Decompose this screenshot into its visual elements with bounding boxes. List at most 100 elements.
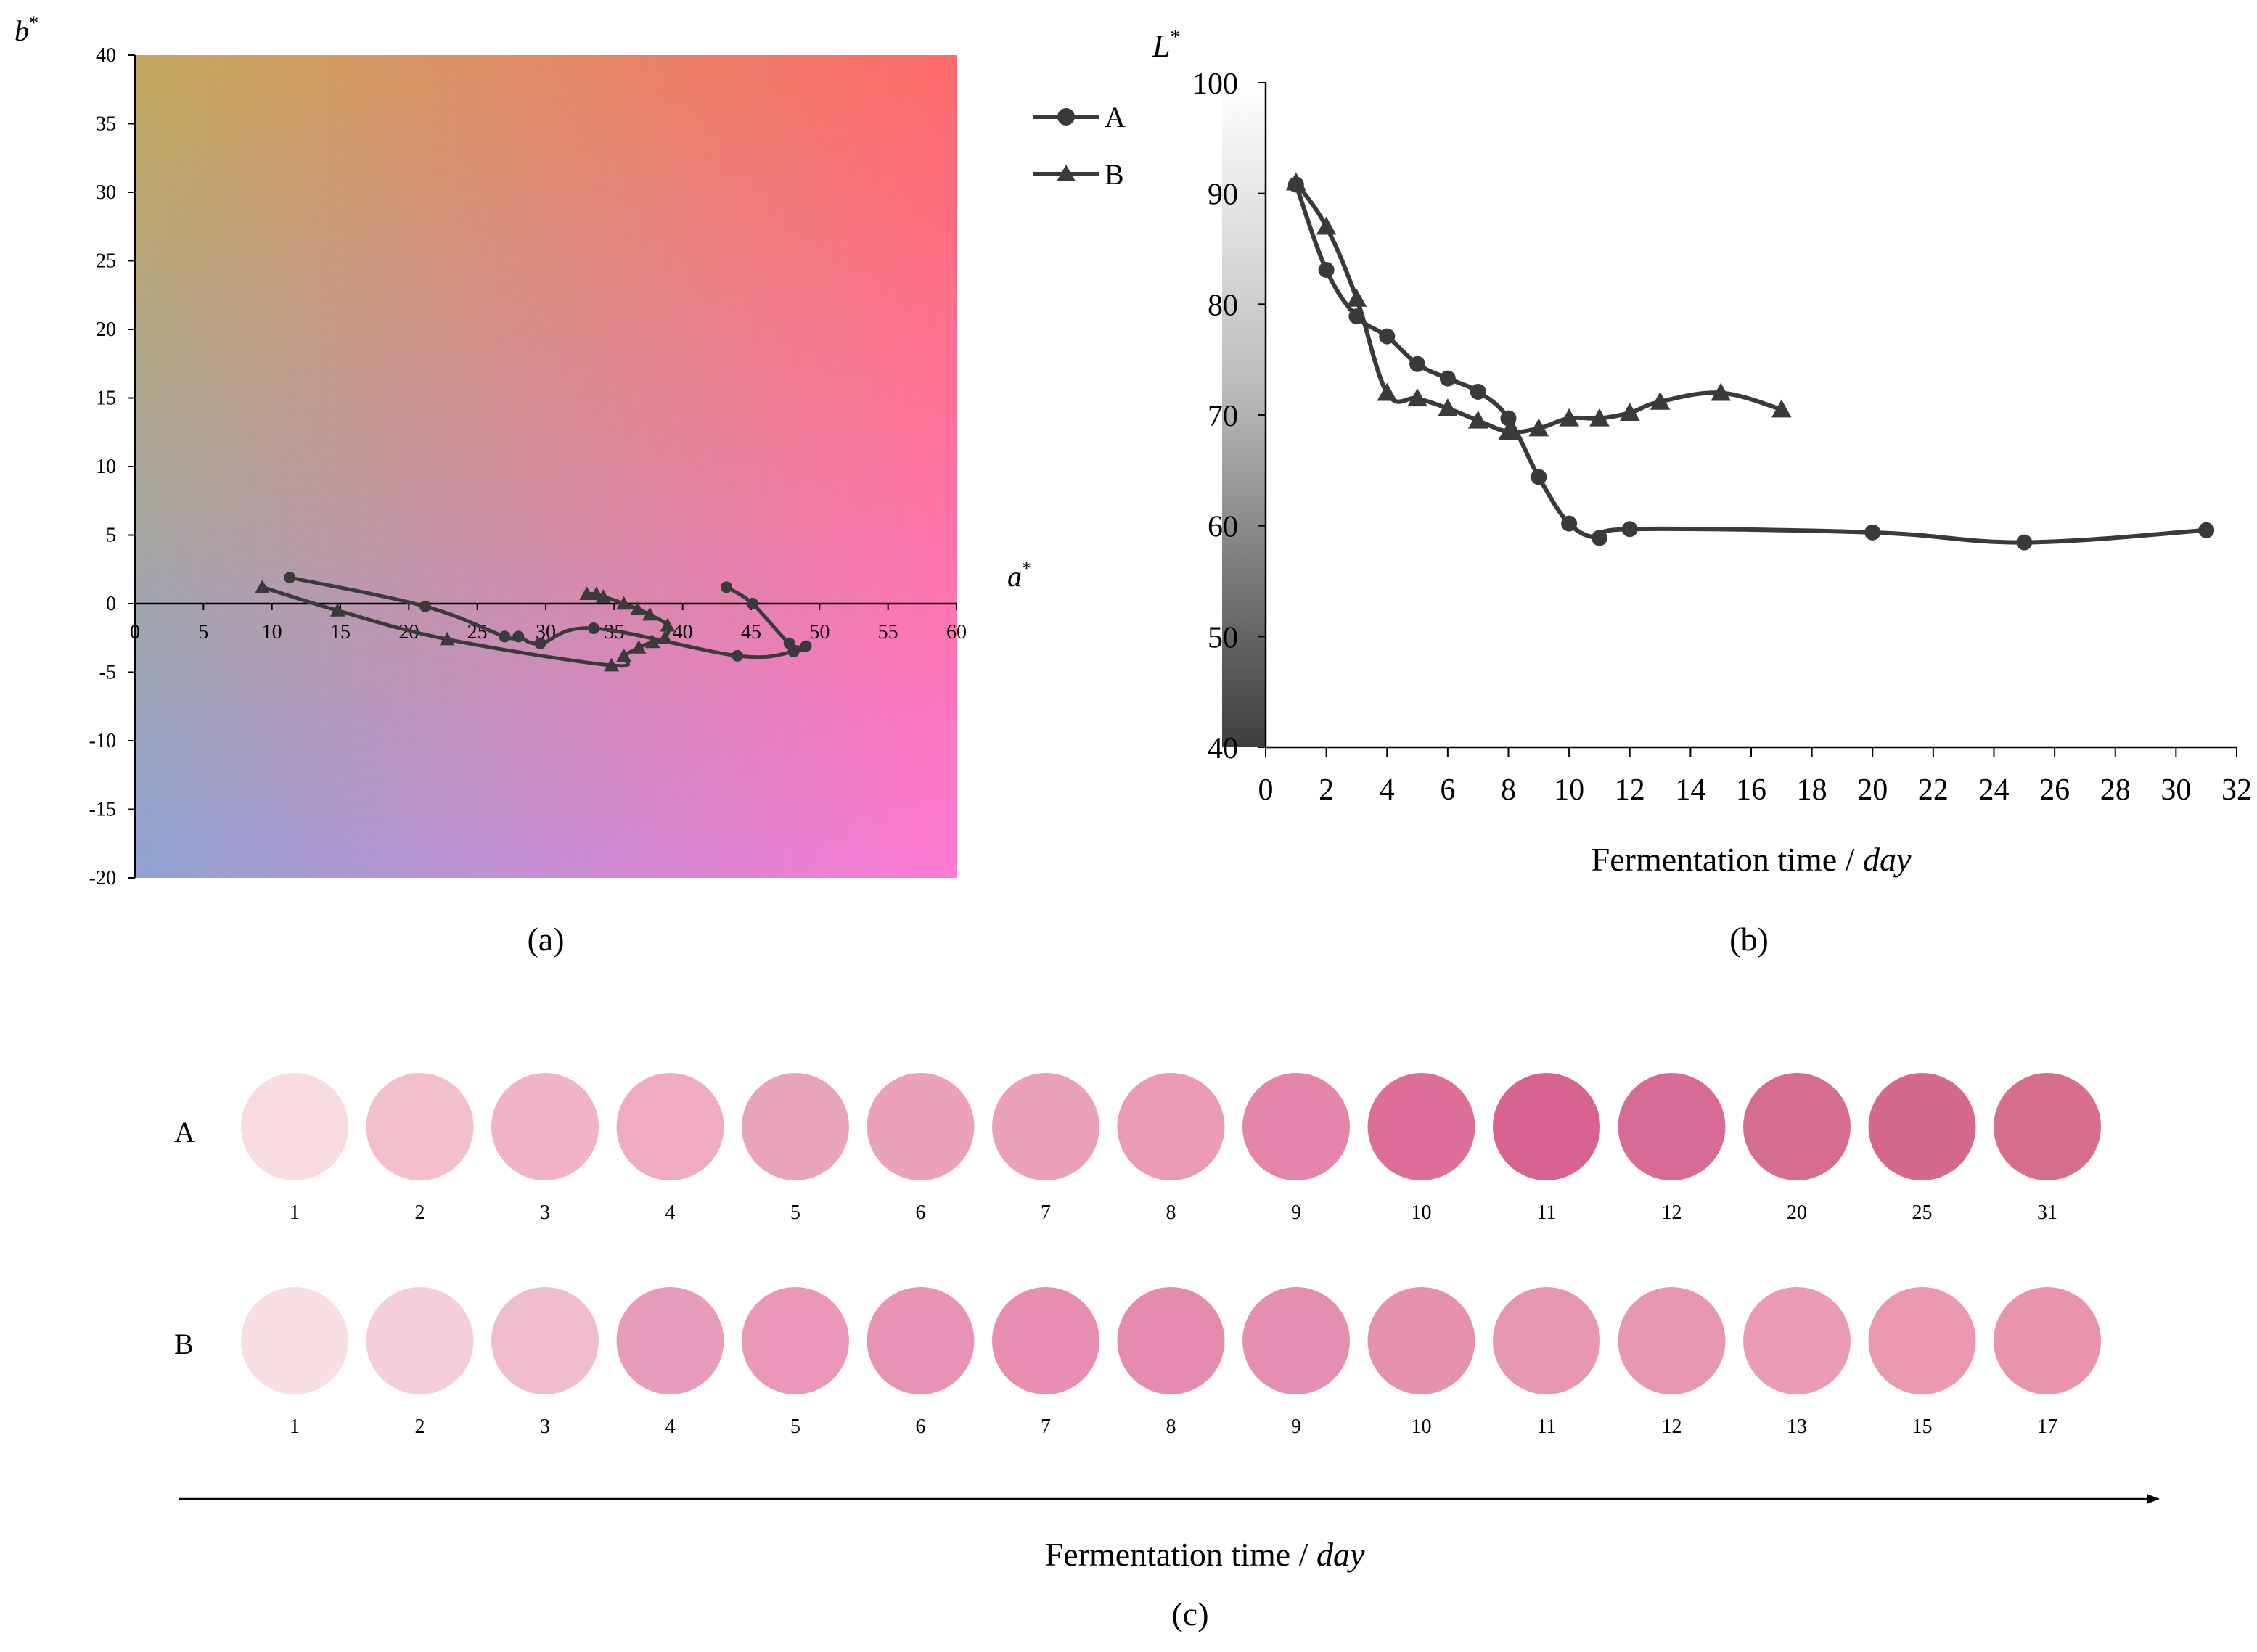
panel-b-series-line-b bbox=[1294, 181, 1782, 435]
swatch-day-label: 4 bbox=[665, 1201, 676, 1224]
swatch-day-label: 10 bbox=[1412, 1415, 1432, 1438]
swatch-b-day-1 bbox=[241, 1287, 348, 1394]
panel-b-point-a bbox=[1621, 521, 1638, 538]
panel-a-point-a bbox=[800, 640, 812, 652]
panel-b-point-b bbox=[1559, 408, 1579, 427]
swatch-b-day-7 bbox=[992, 1287, 1099, 1394]
panel-b-y-tick-label: 60 bbox=[1208, 511, 1238, 544]
swatch-day-label: 1 bbox=[290, 1201, 300, 1224]
panel-b-x-tick-label: 12 bbox=[1615, 773, 1645, 807]
panel-a-point-b bbox=[604, 657, 619, 672]
swatch-a-day-3 bbox=[491, 1073, 599, 1180]
panel-b-point-a bbox=[1439, 370, 1456, 387]
swatch-a-day-8 bbox=[1117, 1073, 1225, 1180]
swatch-a-day-9 bbox=[1242, 1073, 1350, 1180]
swatch-day-label: 8 bbox=[1166, 1201, 1176, 1224]
panel-a-y-tick-label: 35 bbox=[96, 113, 116, 136]
panel-a-y-ticks: -20 -15 -10 -5 0 5 10 15 20 25 30 35 40 bbox=[89, 44, 135, 889]
panel-a-y-tick-label: 5 bbox=[106, 525, 116, 547]
panel-b-point-b bbox=[1589, 408, 1610, 427]
panel-b-x-tick-label: 32 bbox=[2221, 773, 2252, 807]
swatch-day-label: 9 bbox=[1291, 1415, 1301, 1438]
panel-b-y-tick-label: 80 bbox=[1208, 289, 1238, 322]
swatch-day-label: 9 bbox=[1291, 1201, 1301, 1224]
panel-b-x-tick-label: 2 bbox=[1319, 773, 1334, 807]
panel-b-x-ticks: 0 2 4 6 8 10 12 14 16 18 20 22 24 26 28 30 32 bbox=[1258, 747, 2252, 807]
panel-b-x-axis-label: Fermentation time / day bbox=[1592, 841, 1912, 878]
panel-b-point-b bbox=[1407, 388, 1427, 407]
panel-a-point-b bbox=[616, 648, 631, 662]
swatch-day-label: 13 bbox=[1787, 1415, 1807, 1438]
panel-b-point-b bbox=[1619, 403, 1640, 421]
panel-a-point-b bbox=[329, 603, 345, 617]
panel-b-x-tick-label: 18 bbox=[1797, 773, 1827, 807]
panel-a-point-b bbox=[589, 586, 605, 601]
swatch-b-day-13 bbox=[1743, 1287, 1851, 1394]
time-arrow-head bbox=[2147, 1494, 2160, 1504]
swatch-day-label: 25 bbox=[1912, 1201, 1933, 1224]
panel-b-x-tick-label: 28 bbox=[2100, 773, 2131, 807]
panel-a-y-tick-label: -20 bbox=[89, 867, 116, 889]
legend-marker-a bbox=[1057, 108, 1075, 126]
panel-b-series bbox=[1286, 172, 2215, 551]
panel-b-point-a bbox=[1409, 356, 1426, 372]
panel-a-y-axis-label: b* bbox=[15, 12, 38, 47]
swatch-b-day-3 bbox=[491, 1287, 599, 1394]
panel-a-point-b bbox=[255, 579, 270, 593]
swatch-b-day-17 bbox=[1994, 1287, 2101, 1394]
legend-marker-b bbox=[1057, 165, 1076, 181]
panel-b-x-tick-label: 4 bbox=[1380, 773, 1395, 807]
panel-b-point-a bbox=[1531, 469, 1547, 485]
swatch-day-label: 3 bbox=[540, 1201, 550, 1224]
panel-a-point-a bbox=[419, 600, 431, 612]
panel-a-point-b bbox=[631, 640, 647, 654]
swatch-b-day-6 bbox=[867, 1287, 975, 1394]
swatch-day-label: 31 bbox=[2037, 1201, 2057, 1224]
panel-b-y-tick-label: 100 bbox=[1192, 67, 1238, 101]
panel-b-y-axis-label: L* bbox=[1152, 26, 1180, 64]
panel-a-y-tick-label: 20 bbox=[96, 319, 116, 341]
panel-b-point-a bbox=[1864, 524, 1881, 541]
panel-b-point-a bbox=[2198, 522, 2215, 538]
panel-a-point-b bbox=[579, 586, 594, 601]
panel-b-point-b bbox=[1528, 418, 1549, 437]
swatch-day-label: 1 bbox=[290, 1415, 300, 1438]
swatch-day-label: 4 bbox=[665, 1415, 676, 1438]
swatch-a-day-1 bbox=[241, 1073, 348, 1180]
panel-b-point-b bbox=[1711, 382, 1731, 401]
panel-a-y-tick-label: 0 bbox=[106, 593, 116, 615]
panel-a-point-b bbox=[642, 607, 658, 621]
swatch-b-day-15 bbox=[1868, 1287, 1976, 1394]
panel-a-caption: (a) bbox=[527, 921, 564, 958]
swatch-a-day-4 bbox=[616, 1073, 724, 1180]
panel-a-y-tick-label: 10 bbox=[96, 456, 116, 478]
panel-b-point-b bbox=[1650, 391, 1671, 410]
panel-a-point-b bbox=[630, 601, 645, 615]
panel-a-point-a bbox=[499, 630, 511, 643]
panel-a-chart: -20 -15 -10 -5 0 5 10 15 20 25 30 35 40 0 5 10 15 20 25 30… bbox=[15, 12, 1126, 958]
swatch-day-label: 17 bbox=[2037, 1415, 2057, 1438]
panel-a-y-tick-label: -10 bbox=[89, 730, 116, 752]
panel-b-x-tick-label: 26 bbox=[2039, 773, 2070, 807]
panel-a-point-a bbox=[512, 630, 525, 643]
panel-a-point-a bbox=[721, 581, 733, 593]
swatch-day-label: 7 bbox=[1041, 1201, 1051, 1224]
panel-b-x-tick-label: 16 bbox=[1736, 773, 1766, 807]
panel-b-point-a bbox=[1591, 530, 1607, 546]
legend-label-b: B bbox=[1105, 158, 1124, 191]
panel-c-swatches: A B 1 2 3 4 5 6 7 8 9 10 11 12 20 25 311 2 3 4 5 6 7 8 9 10 11 12… bbox=[174, 1073, 2160, 1632]
panel-a-point-a bbox=[534, 637, 546, 649]
swatch-grid: 1 2 3 4 5 6 7 8 9 10 11 12 20 25 311 2 3 4 5 6 7 8 9 10 11 12 13 15… bbox=[241, 1073, 2101, 1438]
swatch-day-label: 6 bbox=[916, 1415, 926, 1438]
swatch-day-label: 2 bbox=[415, 1201, 425, 1224]
panel-b-y-tick-label: 40 bbox=[1208, 732, 1238, 765]
panel-b-point-b bbox=[1438, 398, 1458, 416]
panel-a-y-tick-label: 25 bbox=[96, 250, 116, 273]
panel-a-x-tick-label: 50 bbox=[809, 621, 830, 644]
panel-b-point-b bbox=[1286, 172, 1306, 191]
swatch-b-day-9 bbox=[1242, 1287, 1350, 1394]
swatch-day-label: 3 bbox=[540, 1415, 550, 1438]
swatch-b-day-10 bbox=[1367, 1287, 1475, 1394]
